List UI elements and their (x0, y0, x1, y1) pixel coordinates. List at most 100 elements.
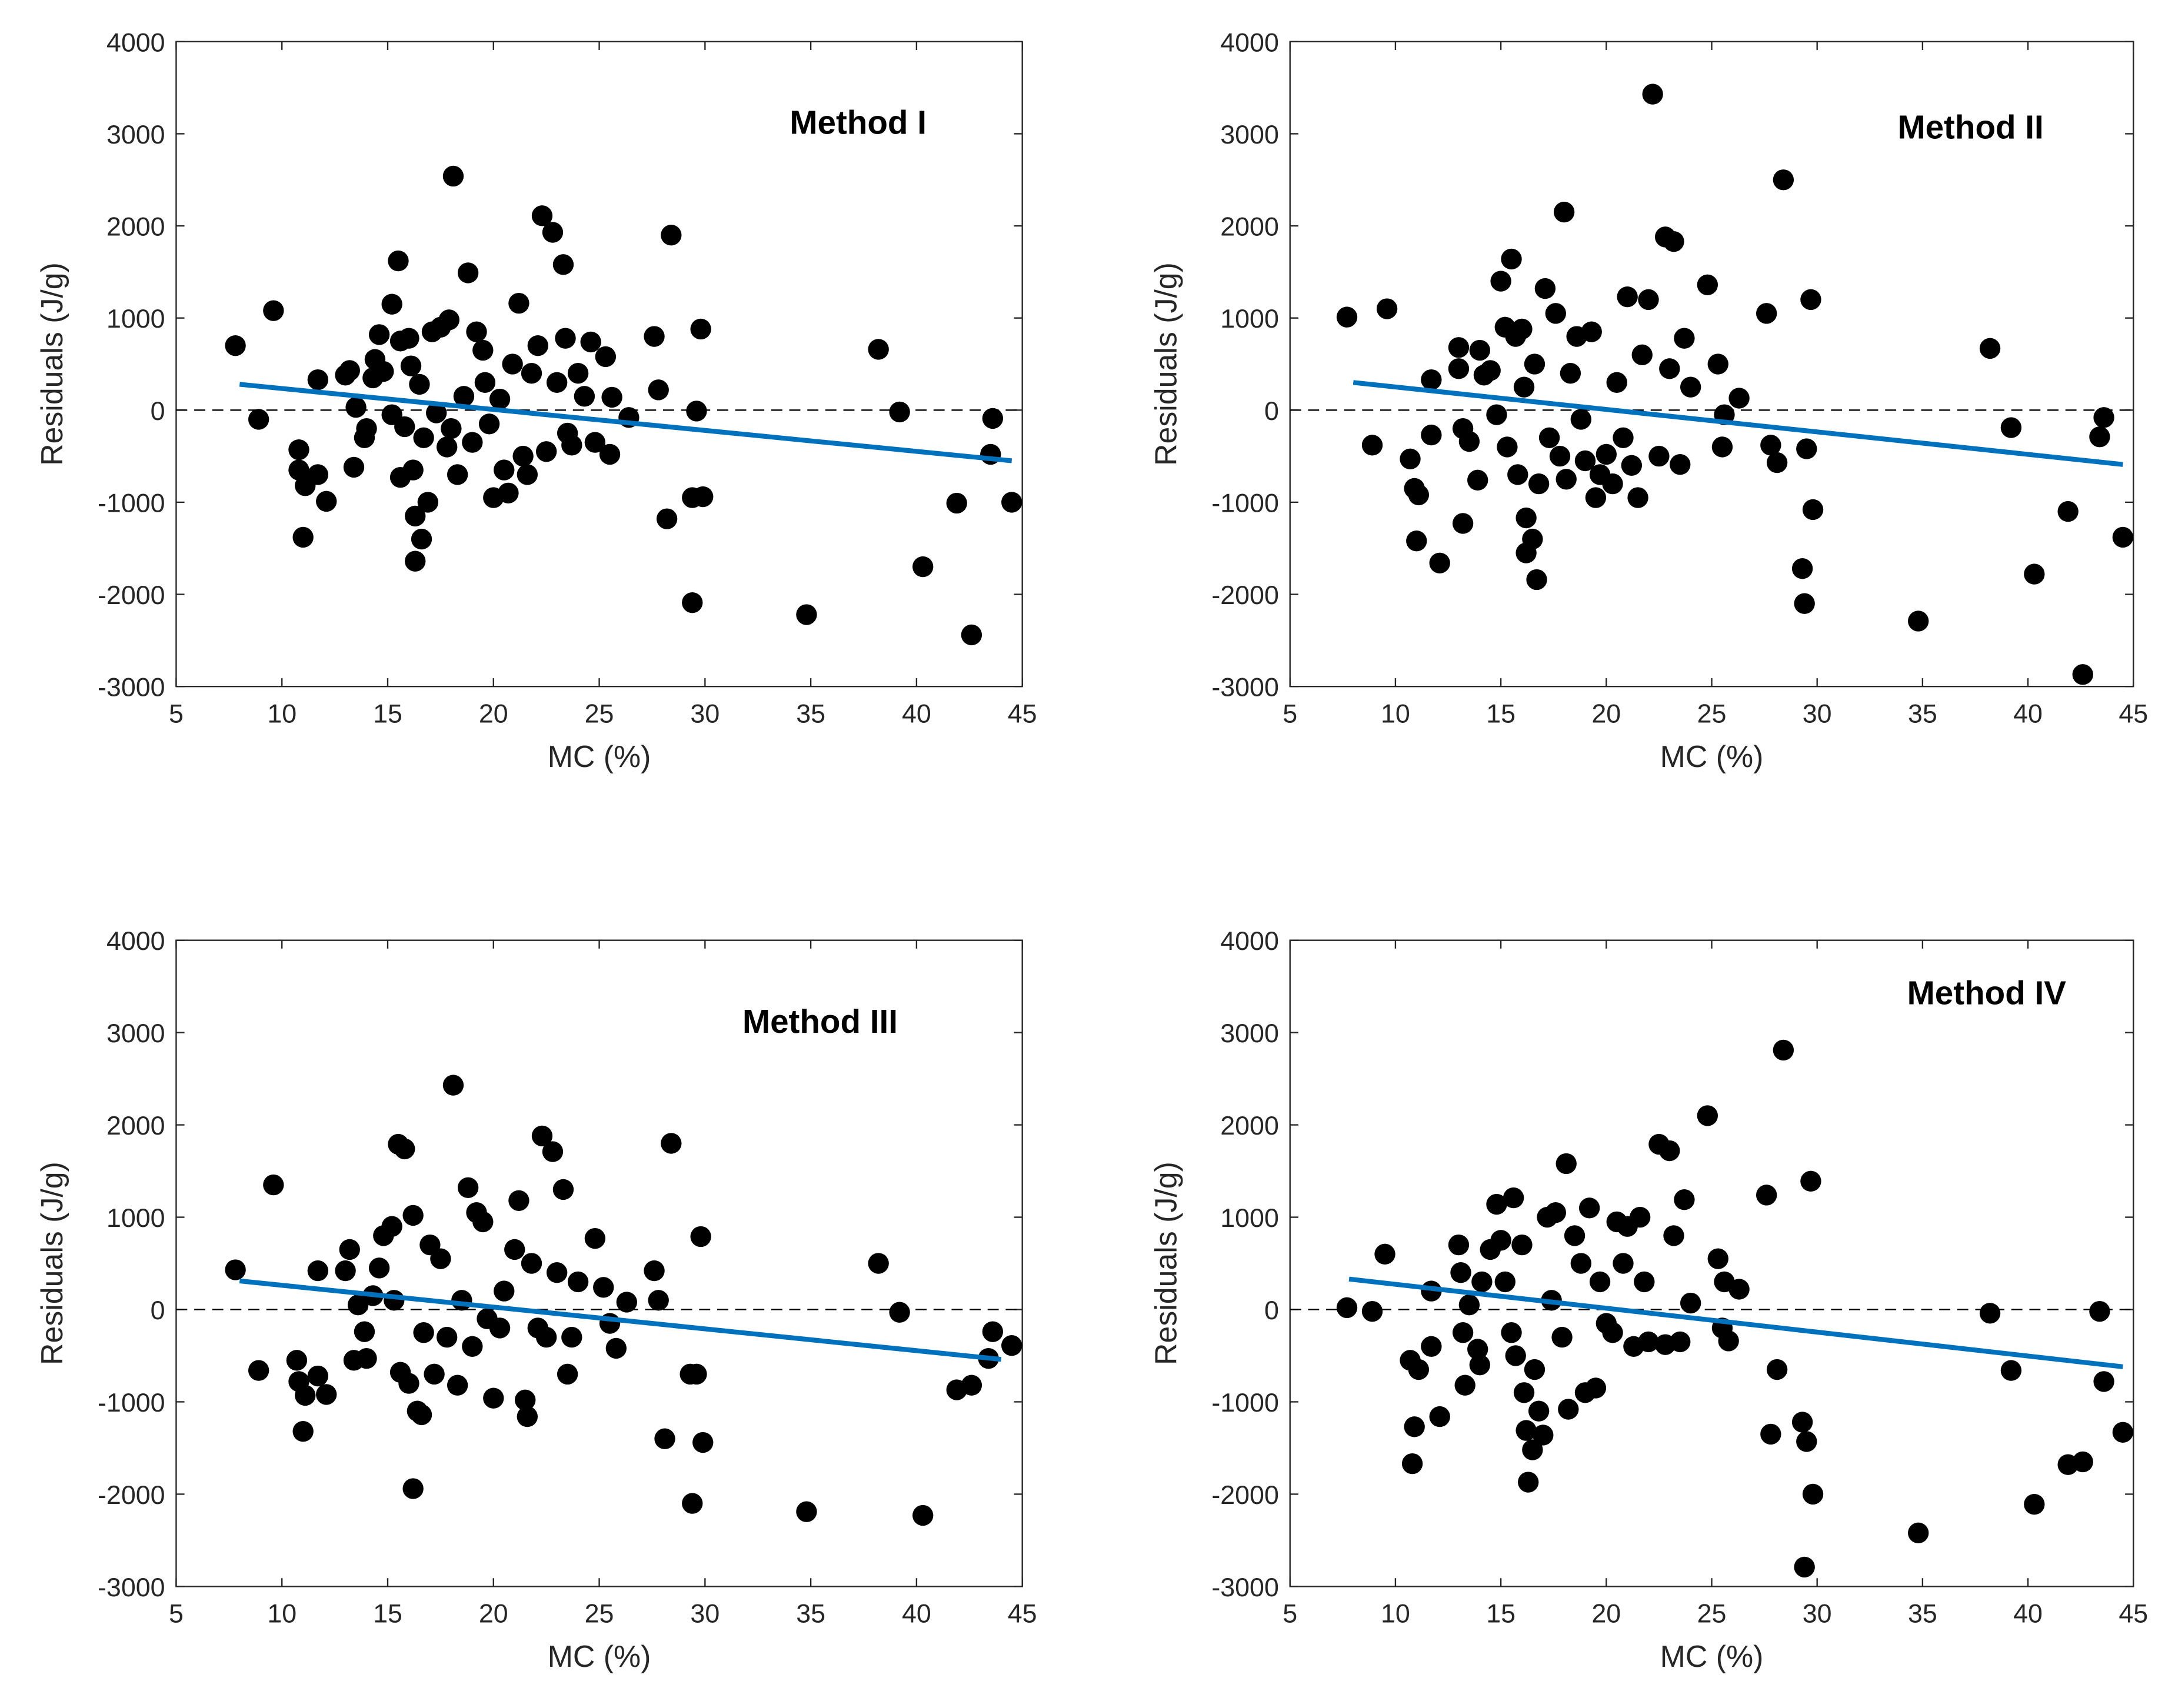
data-point (1617, 286, 1638, 308)
y-tick-label: 4000 (1220, 28, 1279, 57)
y-axis-label: Residuals (J/g) (35, 262, 69, 466)
data-point (1458, 1294, 1480, 1316)
y-tick-label: 3000 (106, 120, 165, 149)
y-tick-label: 0 (151, 1296, 165, 1325)
panel: 5 10 15 20 25 30 35 40 45 -3000 -2000 -1000 0 1000 200… (1148, 28, 2148, 773)
data-point (1979, 338, 2001, 359)
data-point (1336, 1297, 1358, 1319)
data-point (248, 1360, 269, 1381)
data-point (354, 1321, 375, 1342)
data-point (521, 362, 542, 384)
y-tick-label: 2000 (1220, 1111, 1279, 1140)
y-tick-label: -2000 (98, 581, 165, 610)
data-point (1553, 201, 1575, 223)
panel-title: Method III (742, 1003, 898, 1040)
data-point (961, 1375, 982, 1396)
data-point (1513, 376, 1535, 398)
data-point (656, 508, 678, 529)
data-point (1494, 1271, 1515, 1293)
data-point (2057, 501, 2079, 522)
data-point (398, 328, 419, 349)
data-point (531, 205, 553, 226)
data-point (535, 1326, 557, 1348)
data-point (292, 1421, 314, 1442)
trend-line (1353, 380, 2123, 467)
data-point (1794, 1556, 1815, 1578)
data-point (381, 293, 402, 315)
data-point (1613, 427, 1634, 448)
x-tick-label: 20 (1591, 699, 1621, 728)
x-tick-label: 10 (267, 699, 297, 728)
data-point (546, 372, 568, 393)
data-point (1538, 427, 1560, 448)
y-tick-label: -3000 (98, 1573, 165, 1602)
data-point (462, 1336, 483, 1357)
data-point (409, 373, 430, 395)
data-point (438, 309, 459, 331)
data-point (441, 418, 462, 439)
data-point (912, 1504, 934, 1526)
data-point (1452, 513, 1474, 534)
data-point (1760, 1423, 1781, 1445)
data-point (1515, 507, 1537, 529)
x-tick-label: 5 (169, 1599, 184, 1629)
data-point (796, 1501, 817, 1522)
data-point (1570, 409, 1591, 430)
data-point (599, 443, 621, 465)
data-point (1528, 473, 1550, 495)
data-point (1522, 528, 1543, 550)
data-point (1602, 473, 1623, 495)
data-point (1631, 344, 1653, 366)
y-tick-label: 1000 (1220, 304, 1279, 333)
y-tick-label: 1000 (106, 304, 165, 333)
data-point (1400, 448, 1421, 470)
data-point (661, 225, 682, 246)
data-point (1697, 274, 1718, 295)
y-tick-label: 2000 (1220, 212, 1279, 242)
data-point (1711, 436, 1733, 458)
y-tick-label: 3000 (106, 1019, 165, 1048)
data-point (1421, 369, 1442, 391)
data-point (1486, 1193, 1507, 1215)
y-tick-label: -1000 (1211, 1388, 1279, 1417)
data-point (584, 432, 606, 453)
data-point (1505, 1345, 1526, 1366)
data-point (307, 464, 329, 485)
x-tick-label: 35 (1908, 1599, 1937, 1629)
data-point (1638, 289, 1659, 311)
data-point (567, 1271, 589, 1293)
data-point (654, 1428, 675, 1449)
data-point (1448, 337, 1470, 358)
data-point (413, 427, 434, 448)
data-point (1501, 1322, 1522, 1343)
data-point (405, 551, 426, 572)
data-point (1802, 499, 1824, 521)
data-point (1490, 271, 1511, 292)
data-point (982, 408, 1004, 429)
x-tick-label: 45 (2119, 1599, 2148, 1629)
data-point (1728, 1279, 1750, 1300)
data-point (1429, 1406, 1450, 1427)
data-point (644, 326, 665, 347)
data-point (1621, 455, 1642, 476)
x-tick-label: 40 (2013, 1599, 2043, 1629)
data-point (394, 416, 415, 438)
data-point (413, 1322, 434, 1343)
data-point (1574, 450, 1596, 472)
data-point (248, 409, 269, 430)
y-tick-label: 0 (151, 396, 165, 426)
data-point (381, 1216, 402, 1237)
data-point (1408, 1359, 1430, 1380)
data-point (1585, 1377, 1607, 1399)
data-point (1800, 289, 1821, 311)
data-point (1760, 435, 1781, 456)
data-point (1556, 469, 1577, 490)
data-point (400, 355, 422, 376)
data-point (1564, 1225, 1586, 1246)
data-point (1511, 1234, 1533, 1256)
data-point (417, 492, 438, 513)
data-point (472, 339, 494, 361)
x-tick-label: 30 (1803, 699, 1832, 728)
data-point (1374, 1243, 1395, 1265)
data-point (345, 396, 367, 418)
